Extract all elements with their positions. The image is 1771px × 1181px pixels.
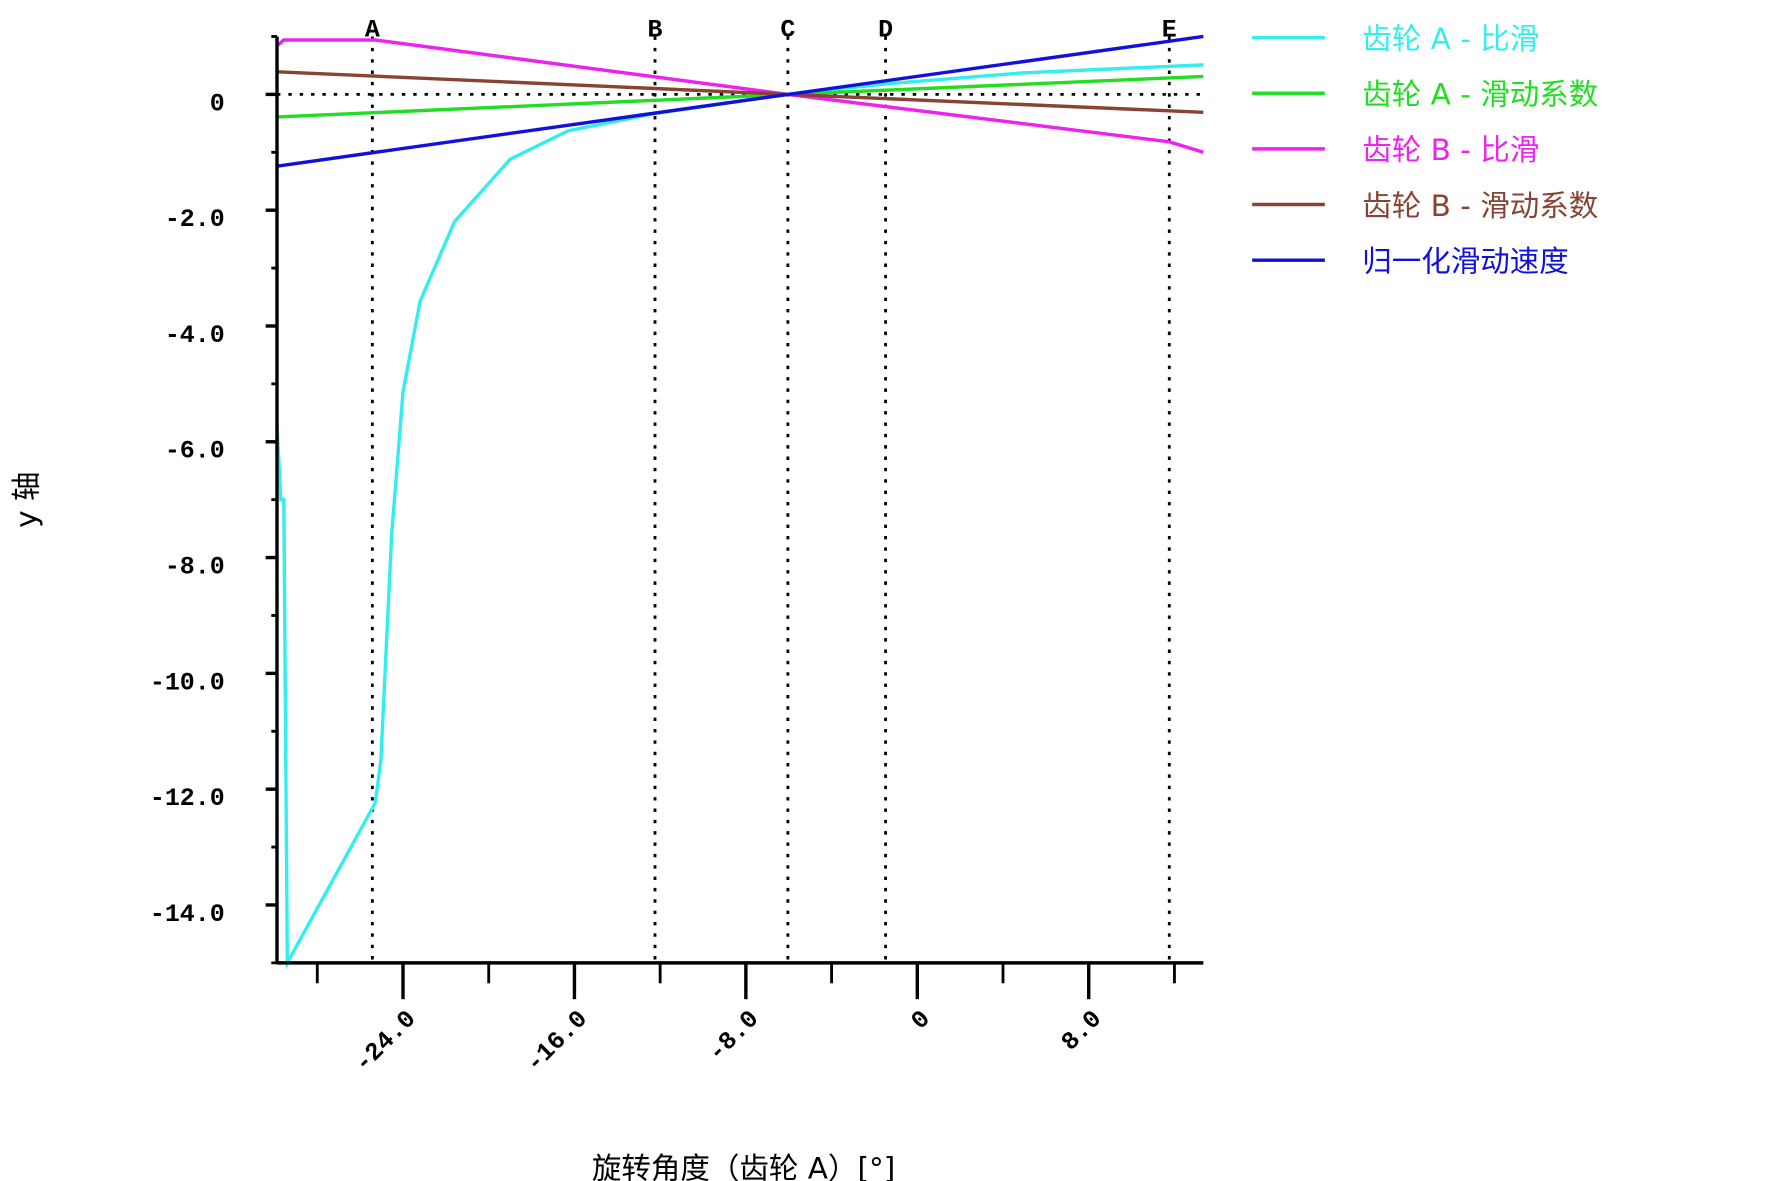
legend-label: 齿轮 A - 滑动系数 (1362, 78, 1598, 112)
series-line (275, 38, 1204, 154)
y-tick-label: -2.0 (165, 206, 225, 234)
y-tick-label: -4.0 (165, 322, 225, 350)
marker-label: E (1162, 16, 1177, 44)
marker-label: A (365, 16, 380, 44)
y-tick-label: 0 (210, 90, 225, 118)
y-tick-label: -8.0 (165, 553, 225, 581)
x-tick-label: 8.0 (1056, 1005, 1108, 1057)
y-tick-label: -12.0 (150, 785, 225, 813)
x-axis-label: 旋转角度（齿轮 A）[°] (592, 1152, 895, 1181)
legend-label: 齿轮 B - 比滑 (1362, 133, 1539, 167)
x-tick-label: -24.0 (350, 1005, 423, 1078)
legend-label: 归一化滑动速度 (1362, 244, 1569, 278)
x-tick-label: 0 (906, 1005, 936, 1035)
y-axis-label: y 轴 (9, 472, 43, 528)
series-line (276, 74, 1204, 119)
marker-label: B (648, 16, 663, 44)
marker-label: C (780, 16, 795, 44)
y-tick-label: -6.0 (165, 438, 225, 466)
series-line (276, 34, 1204, 168)
y-tick-label: -10.0 (150, 669, 225, 697)
series-line (275, 63, 1204, 970)
x-tick-label: -8.0 (703, 1005, 765, 1067)
marker-label: D (878, 16, 893, 44)
legend-label: 齿轮 A - 比滑 (1362, 22, 1539, 56)
legend-label: 齿轮 B - 滑动系数 (1362, 189, 1598, 223)
x-tick-label: -16.0 (521, 1005, 594, 1078)
series-line (276, 70, 1204, 115)
y-tick-label: -14.0 (150, 901, 225, 929)
